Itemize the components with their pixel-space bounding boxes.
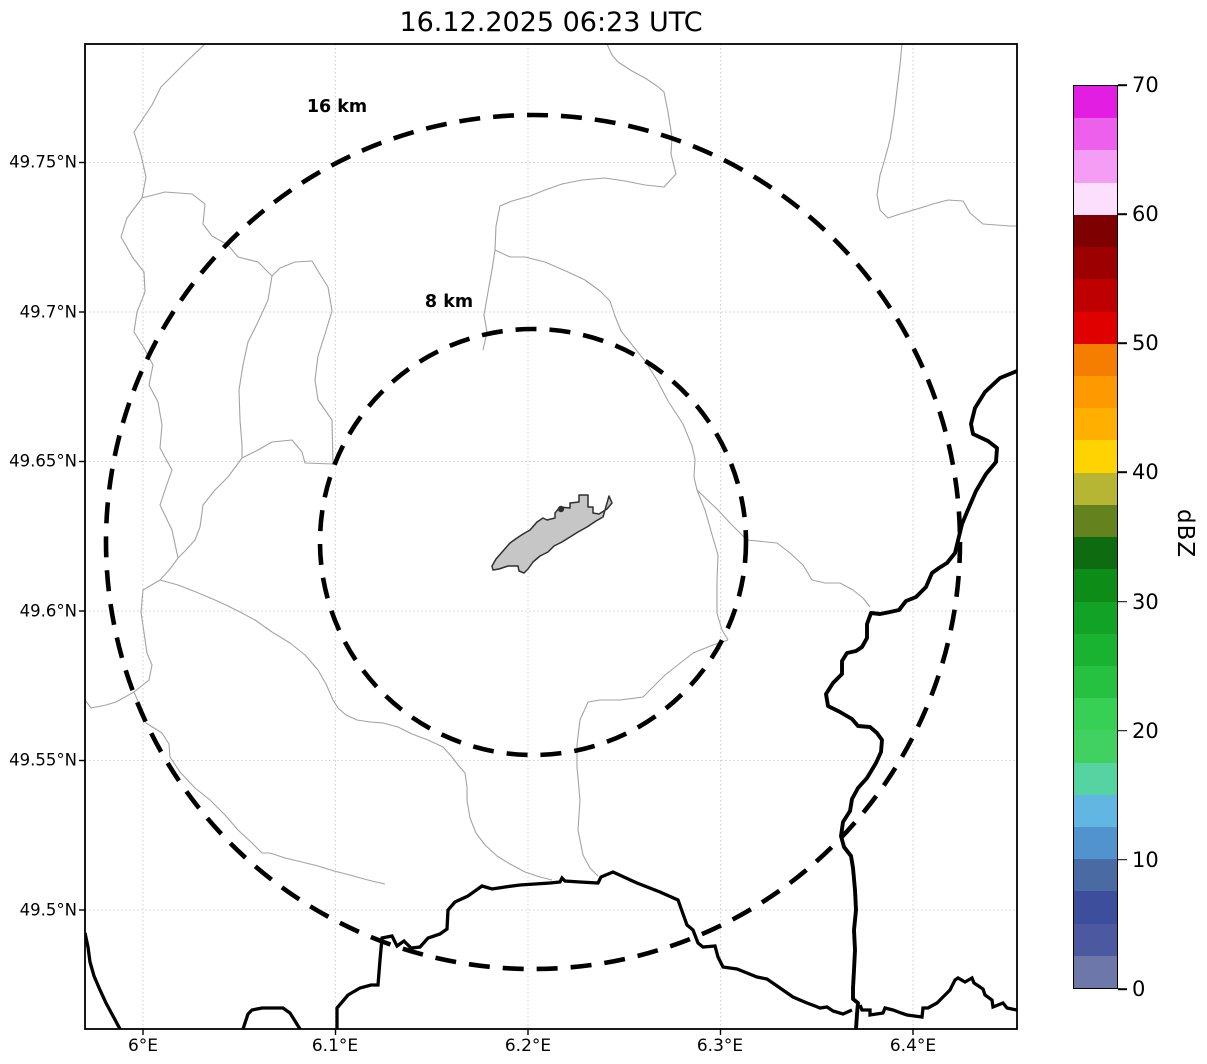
- range-ring-outer-label: 16 km: [306, 97, 368, 117]
- colorbar-segment: [1074, 118, 1117, 151]
- colorbar-segment: [1074, 891, 1117, 924]
- colorbar-tick-mark: [1118, 600, 1127, 603]
- colorbar-segment: [1074, 633, 1117, 666]
- colorbar-segment: [1074, 182, 1117, 215]
- colorbar-tick-mark: [1118, 342, 1127, 345]
- admin-boundary-lines: [85, 44, 1017, 885]
- colorbar-tick-label: 0: [1132, 977, 1146, 1001]
- colorbar-tick-area: 0 10 20 30 40 50 60 70: [1118, 73, 1188, 1001]
- y-tick-label: 49.65°N: [9, 451, 77, 471]
- colorbar-tick-mark: [1118, 729, 1127, 732]
- colorbar-gradient: [1073, 85, 1118, 989]
- colorbar-tick-mark: [1118, 988, 1127, 990]
- x-tick-label: 6.3°E: [696, 1036, 744, 1056]
- x-tick-label: 6.2°E: [504, 1036, 552, 1056]
- colorbar-segment: [1074, 311, 1117, 344]
- axis-tick-marks: [79, 161, 914, 1035]
- colorbar-segment: [1074, 955, 1117, 989]
- colorbar-tick-mark: [1118, 471, 1127, 474]
- colorbar-segment: [1074, 375, 1117, 409]
- y-tick-label: 49.75°N: [9, 152, 77, 172]
- colorbar-segment: [1074, 794, 1117, 828]
- colorbar-segment: [1074, 923, 1117, 956]
- colorbar-tick-label: 10: [1132, 847, 1159, 872]
- range-ring-outer: [103, 112, 963, 972]
- colorbar-segment: [1074, 859, 1117, 892]
- colorbar-segment: [1074, 569, 1117, 602]
- colorbar-segment: [1074, 440, 1117, 473]
- colorbar-segment: [1074, 472, 1117, 505]
- colorbar-segment: [1074, 537, 1117, 570]
- colorbar-unit-label: dBZ: [1172, 509, 1198, 559]
- colorbar-segment: [1074, 86, 1117, 119]
- colorbar-segment: [1074, 827, 1117, 860]
- colorbar-tick-mark: [1118, 213, 1127, 215]
- colorbar-segment: [1074, 150, 1117, 183]
- plot-border: [84, 43, 1018, 1030]
- colorbar-segment: [1074, 279, 1117, 312]
- range-ring-inner: [317, 326, 749, 758]
- y-tick-label: 49.5°N: [19, 900, 77, 920]
- figure-title: 16.12.2025 06:23 UTC: [399, 7, 703, 38]
- y-tick-label: 49.7°N: [19, 302, 77, 322]
- airport-polygon: [491, 494, 613, 574]
- colorbar-segment: [1074, 665, 1117, 699]
- colorbar-tick-label: 30: [1132, 589, 1159, 614]
- colorbar-segment: [1074, 408, 1117, 441]
- x-tick-label: 6.4°E: [889, 1036, 937, 1056]
- colorbar-tick-mark: [1118, 859, 1127, 861]
- colorbar-segment: [1074, 730, 1117, 763]
- colorbar-segment: [1074, 698, 1117, 731]
- colorbar-segment: [1074, 214, 1117, 248]
- colorbar-tick-label: 40: [1132, 460, 1159, 485]
- y-tick-label: 49.6°N: [19, 601, 77, 621]
- colorbar-tick-label: 20: [1132, 718, 1159, 743]
- colorbar-tick-label: 60: [1132, 202, 1159, 227]
- x-tick-label: 6.1°E: [311, 1036, 359, 1056]
- country-border-paths: [85, 870, 1017, 1029]
- range-ring-inner-label: 8 km: [424, 292, 474, 312]
- colorbar-segment: [1074, 247, 1117, 280]
- colorbar-segment: [1074, 504, 1117, 538]
- x-tick-label: 6°E: [127, 1036, 159, 1056]
- river-border-path: [824, 369, 1017, 1029]
- airport-marker-dot: [557, 505, 565, 513]
- y-tick-label: 49.55°N: [9, 750, 77, 770]
- colorbar-segment: [1074, 762, 1117, 795]
- colorbar-tick-mark: [1118, 84, 1127, 86]
- colorbar-segment: [1074, 343, 1117, 376]
- colorbar-tick-label: 70: [1132, 73, 1159, 97]
- colorbar-tick-label: 50: [1132, 331, 1159, 356]
- colorbar-segment: [1074, 601, 1117, 634]
